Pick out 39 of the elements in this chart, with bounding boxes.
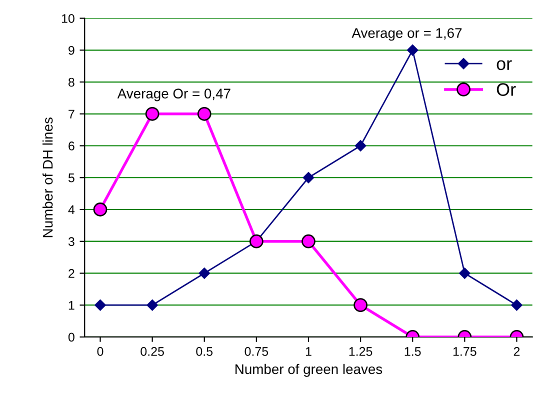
point [302,172,314,184]
point [354,140,366,152]
y-tick-label: 7 [68,110,74,118]
point [511,300,522,311]
point [145,106,160,121]
point [94,300,106,311]
x-tick-label: 1.25 [349,347,372,356]
y-tick-label: 9 [68,46,74,55]
y-tick-label: 10 [62,14,74,23]
x-axis-title: Number of green leaves [236,364,382,377]
x-tick-label: 1.5 [404,347,421,356]
point [407,44,418,56]
annotation: Average Or = 0,47 [117,88,230,102]
y-tick-label: 4 [68,205,75,214]
x-tick-label: 1 [306,347,312,356]
point [146,300,158,311]
x-tick-label: 0.25 [140,347,164,356]
y-tick-label: 1 [68,301,74,310]
point [459,268,470,279]
y-tick-label: 6 [68,142,74,150]
point [197,106,212,121]
legend-label: or [496,60,512,70]
point [354,298,368,312]
y-tick-label: 5 [68,174,74,182]
y-tick-label: 0 [68,332,74,342]
point [93,202,108,216]
y-tick-label: 3 [68,237,74,246]
y-axis-title: Number of DH lines [42,118,53,238]
x-tick-label: 0 [97,347,104,356]
legend-label: Or [496,83,516,96]
x-tick-label: 0.5 [196,347,213,356]
point [198,268,210,279]
x-tick-label: 0.75 [244,347,268,356]
y-tick-label: 2 [68,269,74,278]
annotation: Average or = 1,67 [352,28,462,41]
x-tick-label: 2 [514,347,520,356]
x-tick-label: 1.75 [453,347,476,356]
y-tick-label: 8 [68,78,74,87]
point [302,234,316,248]
